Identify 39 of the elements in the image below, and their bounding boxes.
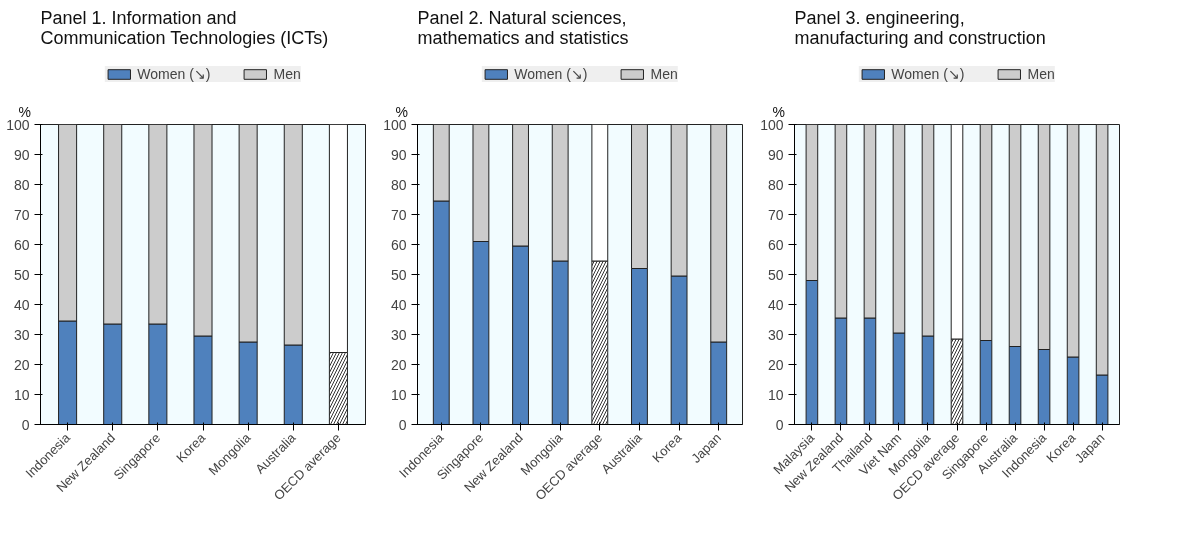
legend-label: Women (↘)	[891, 66, 965, 82]
y-tick-label: 0	[398, 416, 407, 433]
y-tick-label: 10	[390, 386, 407, 403]
y-tick-label: 40	[13, 296, 30, 313]
legend-label: Men	[273, 66, 301, 82]
y-tick-label: 80	[390, 176, 407, 193]
y-tick-label: 30	[767, 326, 784, 343]
y-tick-label: 80	[13, 176, 30, 193]
legend-label: Women (↘)	[137, 66, 211, 82]
y-tick-label: 80	[767, 176, 784, 193]
y-tick-label: 70	[390, 206, 407, 223]
y-tick-label: 10	[767, 386, 784, 403]
legend-label: Women (↘)	[514, 66, 588, 82]
y-tick-label: 50	[767, 266, 784, 283]
y-tick-label: 90	[390, 146, 407, 163]
y-tick-label: 20	[767, 356, 784, 373]
y-tick-label: 40	[390, 296, 407, 313]
legend-label: Men	[1027, 66, 1055, 82]
y-tick-label: 30	[13, 326, 30, 343]
y-tick-label: 10	[13, 386, 30, 403]
y-tick-label: 60	[390, 236, 407, 253]
legend-label: Men	[650, 66, 678, 82]
y-tick-label: 60	[13, 236, 30, 253]
y-tick-label: 20	[13, 356, 30, 373]
chart-title: Panel 1. Information and Communication Technologies (ICTs)	[40, 7, 329, 48]
y-tick-label: 50	[390, 266, 407, 283]
y-tick-label: 90	[767, 146, 784, 163]
y-tick-label: 0	[21, 416, 30, 433]
y-tick-label: 0	[775, 416, 784, 433]
y-tick-label: 90	[13, 146, 30, 163]
y-tick-label: 40	[767, 296, 784, 313]
y-tick-label: 50	[13, 266, 30, 283]
chart-title: Panel 3. engineering, manufacturing and construction	[794, 7, 1046, 48]
chart-title: Panel 2. Natural sciences, mathematics and statistics	[417, 7, 629, 48]
y-tick-label: 70	[767, 206, 784, 223]
y-tick-label: 60	[767, 236, 784, 253]
y-tick-label: 70	[13, 206, 30, 223]
y-tick-label: 30	[390, 326, 407, 343]
y-tick-label: 20	[390, 356, 407, 373]
